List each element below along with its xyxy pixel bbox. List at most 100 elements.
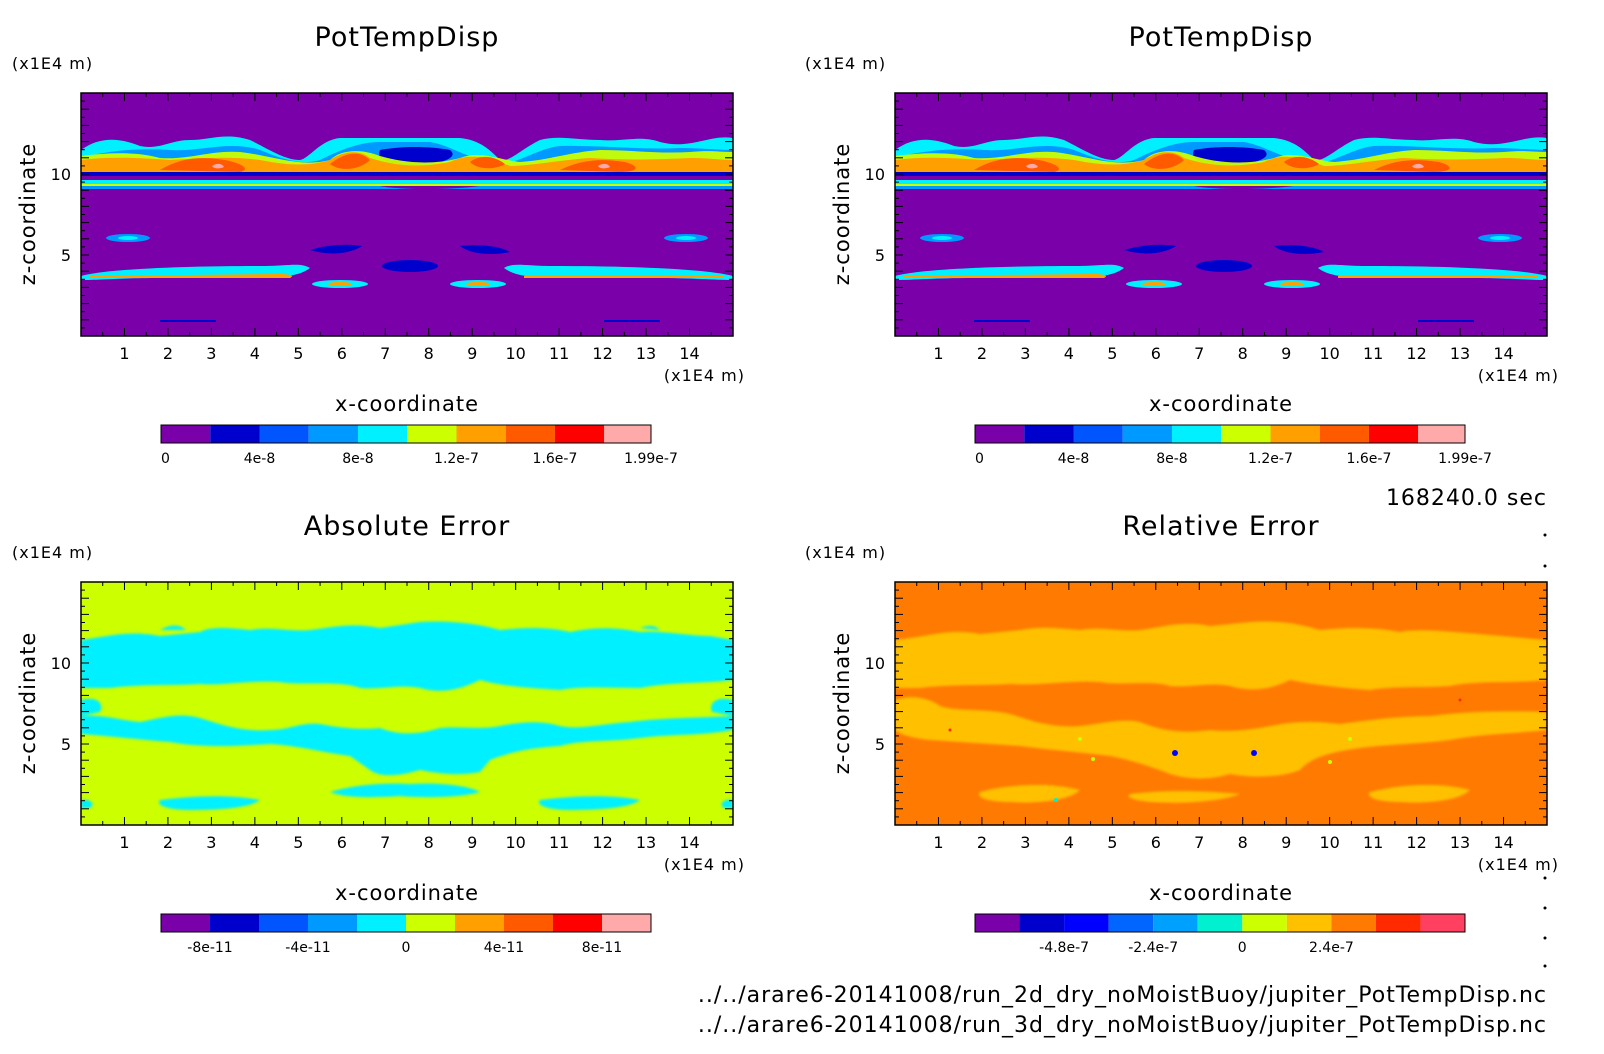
colorbar-swatch [1418, 425, 1465, 443]
colorbar-label: 1.2e-7 [1248, 451, 1293, 467]
contour-thin-band-2 [895, 180, 1547, 184]
colorbar-label: 1.6e-7 [533, 451, 578, 467]
x-tick-label: 9 [1281, 344, 1291, 363]
y-tick-label: 10 [865, 165, 885, 184]
colorbar-swatch [1331, 914, 1376, 932]
colorbar-label: 0 [975, 451, 984, 467]
contour-blob [160, 320, 216, 322]
x-tick-label: 9 [467, 833, 477, 852]
y-tick-label: 5 [875, 735, 885, 754]
colorbar-0: 0 4e-8 8e-8 1.2e-7 1.6e-7 1.99e-7 [160, 424, 678, 467]
chart-title: Relative Error [1122, 511, 1319, 542]
x-tick-label: 3 [206, 833, 216, 852]
y-tick-label: 10 [865, 654, 885, 673]
colorbar-swatch [1270, 425, 1320, 443]
contour-blob [1124, 244, 1176, 254]
y-tick-label: 10 [51, 165, 71, 184]
x-tick-label: 14 [1493, 833, 1513, 852]
dot-markers [1543, 533, 1547, 968]
x-axis-label: x-coordinate [1149, 881, 1293, 905]
colorbar-swatch [407, 425, 457, 443]
x-tick-label: 11 [1363, 833, 1383, 852]
contour-blob [310, 244, 362, 254]
y-unit-label: (x1E4 m) [12, 54, 93, 73]
contour-blob [466, 282, 490, 286]
y-unit-label: (x1E4 m) [805, 543, 886, 562]
colorbar-layer: 0 4e-8 8e-8 1.2e-7 1.6e-7 1.99e-7 0 4e-8 8e-8 1.2… [160, 424, 1492, 956]
contour-thin-band-4 [81, 186, 733, 189]
plot-background [895, 93, 1547, 336]
y-unit-label: (x1E4 m) [12, 543, 93, 562]
dot-marker [1543, 564, 1547, 568]
colorbar-3: -4.8e-7 -2.4e-7 0 2.4e-7 [974, 913, 1466, 956]
y-axis-label: z-coordinate [830, 632, 854, 775]
chart-panel-pottempdisp-left: PotTempDisp (x1E4 m) [12, 22, 744, 416]
x-tick-label: 10 [505, 344, 525, 363]
dot-marker [1543, 964, 1547, 968]
x-tick-label: 9 [1281, 833, 1291, 852]
colorbar-label: 1.99e-7 [1438, 451, 1492, 467]
x-tick-label: 2 [163, 344, 173, 363]
dot-marker [1543, 876, 1547, 880]
x-tick-label: 12 [1406, 344, 1426, 363]
x-tick-label: 9 [467, 344, 477, 363]
colorbar-swatch [1221, 425, 1271, 443]
x-tick-label: 11 [1363, 344, 1383, 363]
x-tick-label: 8 [1238, 833, 1248, 852]
contour-blob [328, 282, 352, 286]
colorbar-label: 2.4e-7 [1309, 940, 1354, 956]
colorbar-swatch [1420, 914, 1465, 932]
x-tick-label: 7 [380, 833, 390, 852]
colorbar-label: 4e-8 [1058, 451, 1089, 467]
x-tick-label: 6 [337, 833, 347, 852]
x-tick-label: 14 [679, 833, 699, 852]
x-tick-label: 6 [1151, 344, 1161, 363]
colorbar-swatch [456, 425, 506, 443]
contour-blob [382, 260, 438, 272]
contour-blob [974, 320, 1030, 322]
colorbar-swatch [1375, 914, 1421, 932]
error-speck [1054, 798, 1058, 802]
colorbar-swatch [259, 914, 308, 932]
x-tick-label: 7 [1194, 344, 1204, 363]
x-tick-label: 1 [119, 344, 129, 363]
error-patch [81, 621, 733, 691]
colorbar-swatch [259, 425, 309, 443]
error-patch [159, 796, 640, 810]
x-tick-label: 13 [636, 344, 656, 363]
colorbar-swatch [1024, 425, 1074, 443]
colorbar-label: -2.4e-7 [1128, 940, 1178, 956]
chart-panel-relative-error: Relative Error (x1E4 m) (x1E4 m) x- [805, 511, 1559, 905]
colorbar-swatch [406, 914, 455, 932]
colorbar-swatch [1286, 914, 1332, 932]
contour-blob [460, 245, 510, 254]
contour-blob [1490, 236, 1510, 240]
x-tick-label: 5 [1107, 344, 1117, 363]
colorbar-label: 4e-11 [484, 940, 524, 956]
colorbar-swatch [161, 425, 211, 443]
y-axis-label: z-coordinate [16, 143, 40, 286]
x-tick-label: 12 [592, 833, 612, 852]
source-file-3d: ../../arare6-20141008/run_3d_dry_noMoist… [698, 1013, 1547, 1038]
error-speck [1458, 698, 1462, 702]
error-patch [81, 715, 733, 776]
y-axis-label: z-coordinate [830, 143, 854, 286]
x-tick-label: 12 [1406, 833, 1426, 852]
colorbar-label: 1.2e-7 [434, 451, 479, 467]
colorbar-swatch [1368, 425, 1419, 443]
contour-band-lower-core [90, 274, 724, 278]
x-tick-label: 4 [250, 344, 260, 363]
x-axis-label: x-coordinate [1149, 392, 1293, 416]
x-tick-label: 4 [250, 833, 260, 852]
x-tick-label: 5 [1107, 833, 1117, 852]
contour-layer-upper-red [160, 153, 636, 172]
x-unit-label: (x1E4 m) [1478, 855, 1559, 874]
chart-panel-absolute-error: Absolute Error (x1E4 m) (x1E4 m) x-coord… [12, 511, 744, 905]
colorbar-swatch [1019, 914, 1065, 932]
